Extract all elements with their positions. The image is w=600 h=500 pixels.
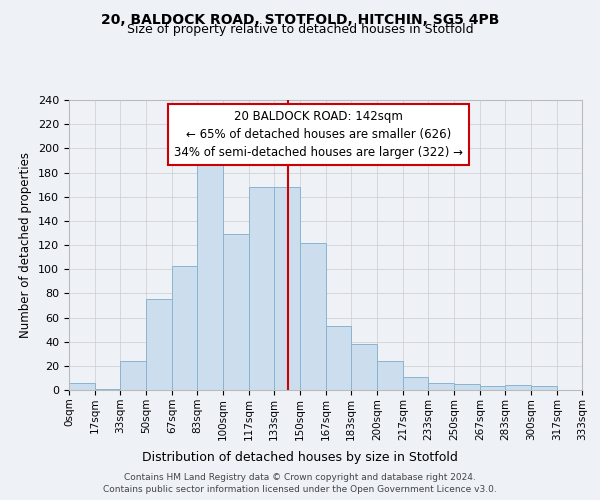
Bar (249, 187, 274, 390)
Bar (274, 187, 300, 390)
Text: 20, BALDOCK ROAD, STOTFOLD, HITCHIN, SG5 4PB: 20, BALDOCK ROAD, STOTFOLD, HITCHIN, SG5… (101, 12, 499, 26)
Bar (428, 383, 454, 390)
Bar (172, 266, 197, 390)
Text: Contains public sector information licensed under the Open Government Licence v3: Contains public sector information licen… (103, 486, 497, 494)
Bar (120, 361, 146, 390)
Bar (326, 326, 351, 390)
Bar (146, 300, 172, 390)
Bar (531, 386, 557, 390)
Bar (197, 154, 223, 390)
Text: 20 BALDOCK ROAD: 142sqm
← 65% of detached houses are smaller (626)
34% of semi-d: 20 BALDOCK ROAD: 142sqm ← 65% of detache… (174, 110, 463, 158)
Bar (69, 383, 95, 390)
Bar (95, 389, 120, 390)
Bar (505, 385, 531, 390)
Bar (454, 384, 481, 390)
Bar (403, 376, 428, 390)
Text: Size of property relative to detached houses in Stotfold: Size of property relative to detached ho… (127, 23, 473, 36)
Bar (481, 386, 505, 390)
Bar (223, 234, 249, 390)
Bar (377, 361, 403, 390)
Text: Contains HM Land Registry data © Crown copyright and database right 2024.: Contains HM Land Registry data © Crown c… (124, 473, 476, 482)
Bar (300, 242, 326, 390)
Bar (351, 344, 377, 390)
Text: Distribution of detached houses by size in Stotfold: Distribution of detached houses by size … (142, 451, 458, 464)
Y-axis label: Number of detached properties: Number of detached properties (19, 152, 32, 338)
